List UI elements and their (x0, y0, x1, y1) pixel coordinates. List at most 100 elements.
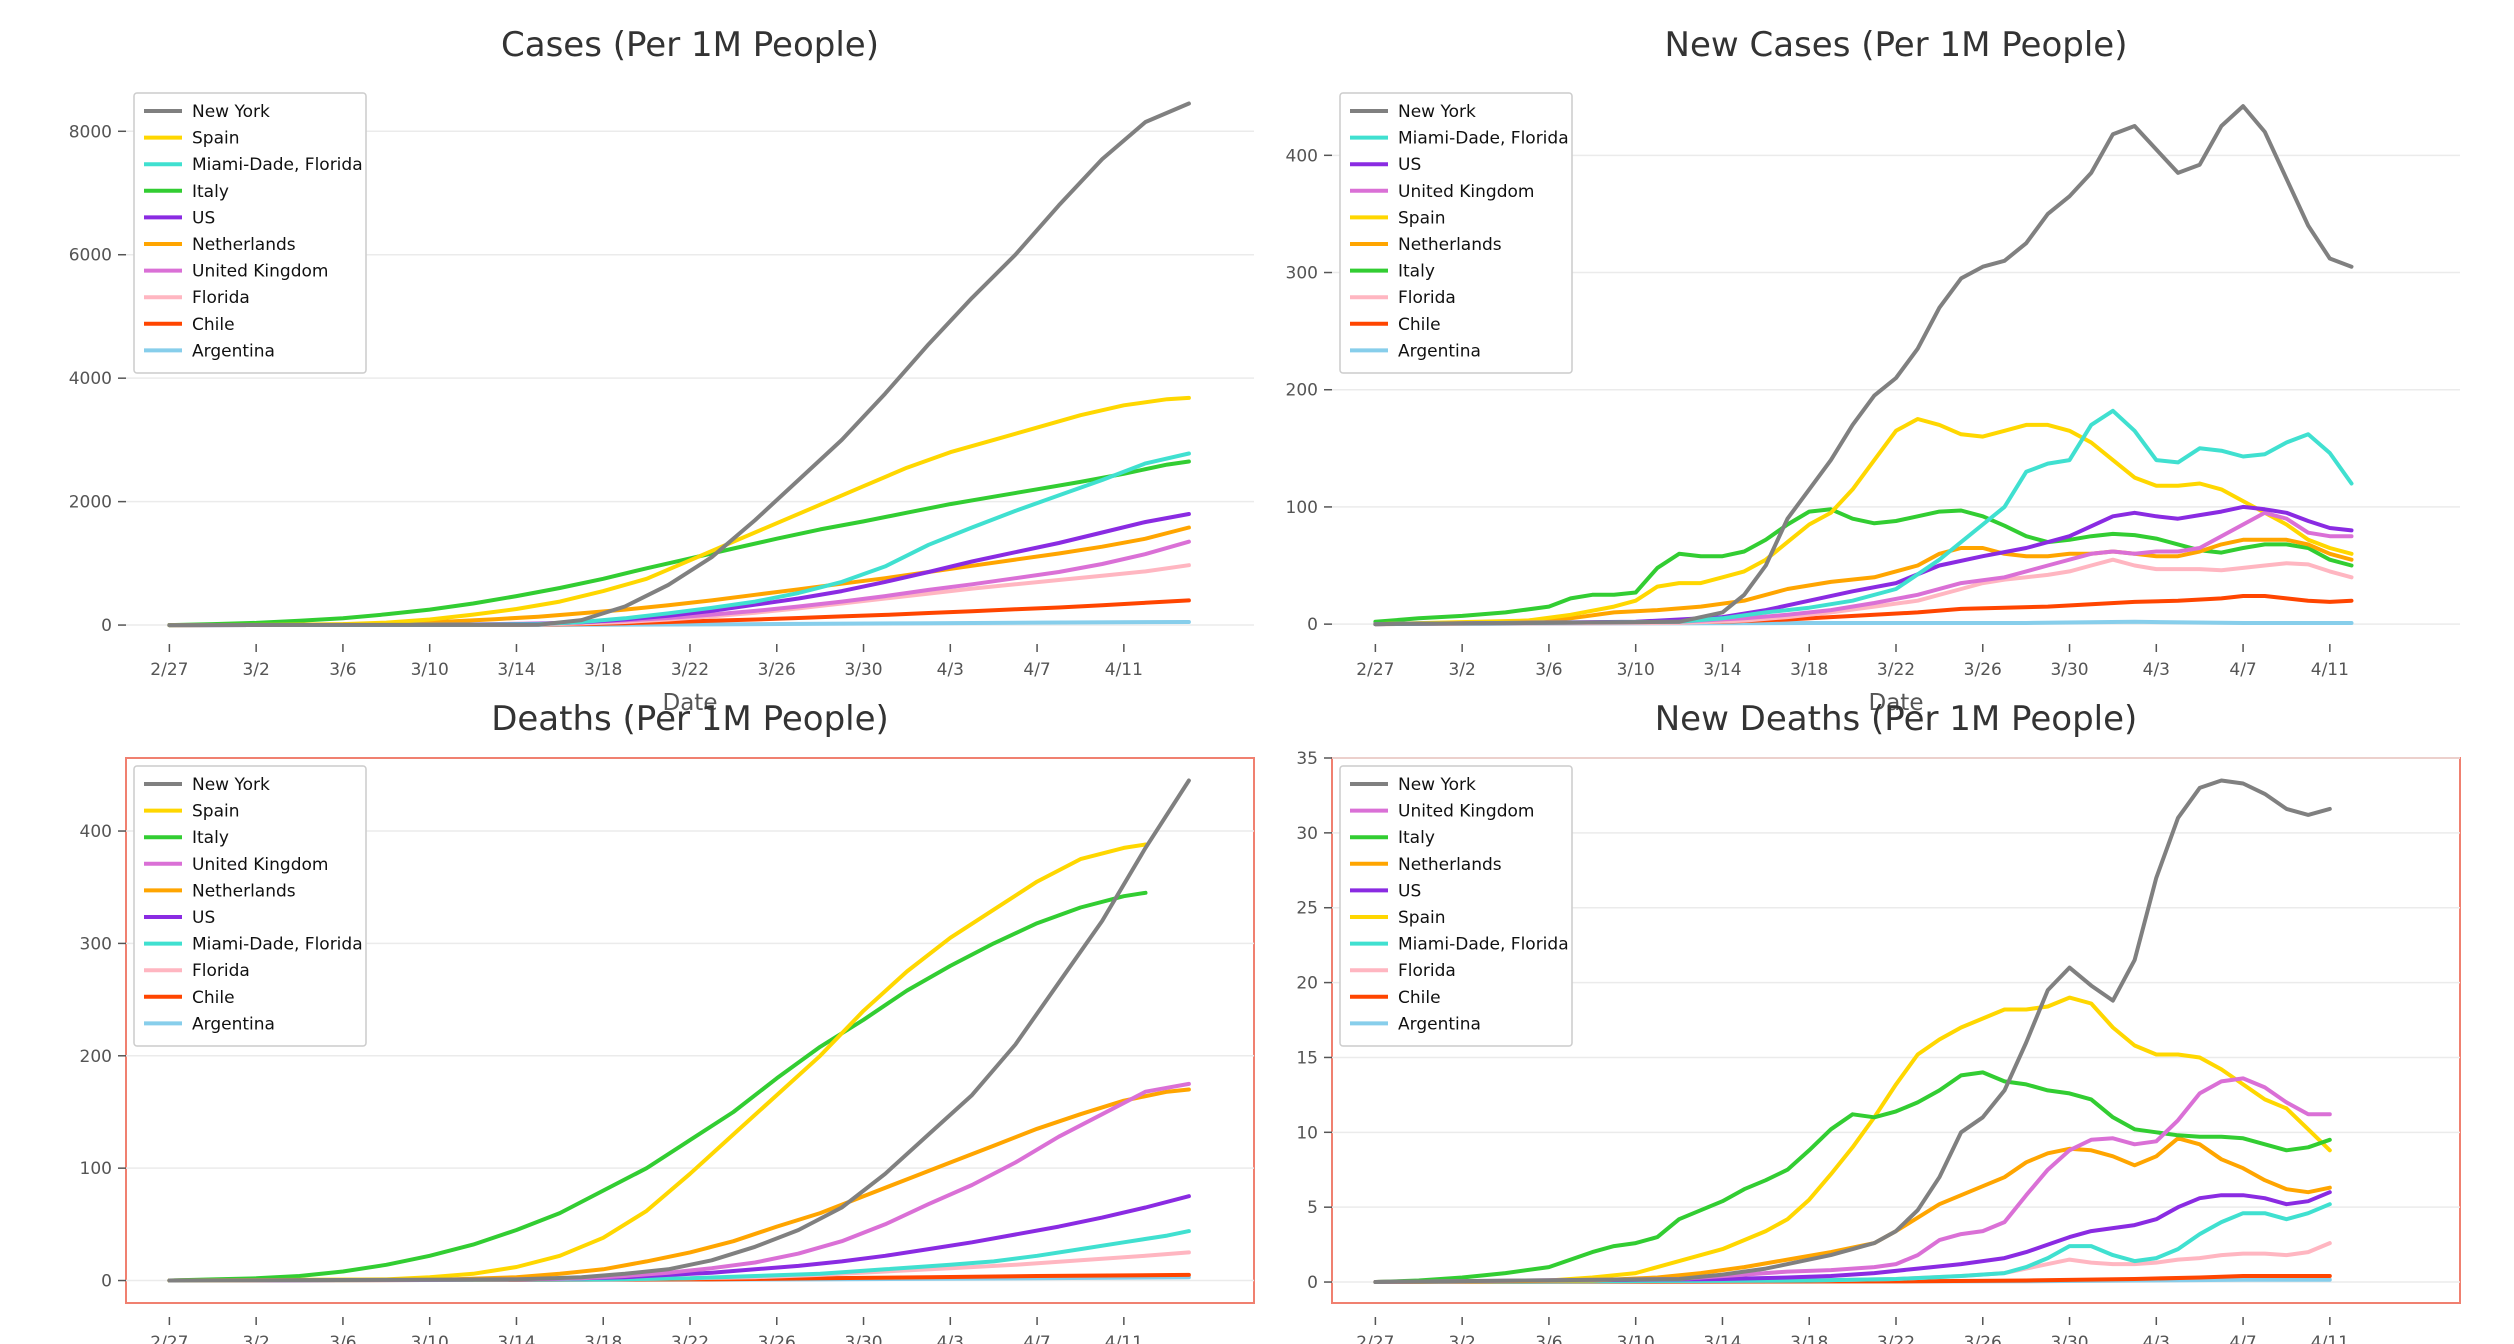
legend-label-spain: Spain (192, 129, 240, 149)
legend-label-new-york: New York (192, 102, 270, 122)
series-line-united-kingdom (1373, 510, 2354, 627)
y-tick-label: 10 (1296, 1123, 1318, 1143)
x-tick-label: 3/14 (1703, 1333, 1741, 1344)
y-tick-label: 30 (1296, 824, 1318, 844)
legend-label-spain: Spain (192, 802, 240, 822)
legend: New York Spain Italy United Kingdom Netherla… (133, 765, 367, 1047)
x-tick-label: 3/2 (242, 1333, 269, 1344)
legend-label-italy: Italy (1398, 262, 1435, 282)
x-axis-label: Date (663, 690, 718, 716)
legend: New York United Kingdom Italy Netherlands US… (1339, 765, 1573, 1047)
legend-box (133, 765, 367, 1047)
legend-label-new-york: New York (192, 775, 270, 795)
series-line-miami-dade-florida (1373, 1202, 2332, 1284)
x-tick-label: 3/26 (1964, 660, 2002, 680)
x-tick-label: 3/10 (411, 1333, 449, 1344)
legend-label-united-kingdom: United Kingdom (192, 855, 328, 875)
x-tick-label: 4/11 (2311, 660, 2349, 680)
legend: New York Miami-Dade, Florida US United King… (1339, 92, 1573, 374)
y-tick-label: 4000 (69, 369, 112, 389)
y-tick-label: 200 (1286, 381, 1318, 401)
y-tick-label: 0 (101, 1272, 112, 1292)
x-tick-label: 3/30 (2050, 1333, 2088, 1344)
legend-label-italy: Italy (192, 828, 229, 848)
legend-label-florida: Florida (192, 961, 250, 981)
y-tick-label: 200 (80, 1047, 112, 1067)
x-tick-label: 3/18 (584, 1333, 622, 1344)
x-tick-label: 3/6 (1535, 1333, 1562, 1344)
y-tick-label: 400 (80, 822, 112, 842)
x-tick-label: 4/7 (1023, 1333, 1050, 1344)
legend-box (1339, 765, 1573, 1047)
legend: New York Spain Miami-Dade, Florida Italy US N… (133, 92, 367, 374)
x-tick-label: 3/22 (1877, 1333, 1915, 1344)
chart-title: New Deaths (Per 1M People) (1655, 699, 2138, 739)
x-tick-label: 4/3 (2143, 1333, 2170, 1344)
chart-panel-1: New Cases (Per 1M People) 0 100 200 300 400 2/… (1286, 25, 2460, 716)
y-tick-label: 0 (101, 616, 112, 636)
x-axis-label: Date (1869, 690, 1924, 716)
x-tick-label: 2/27 (1356, 1333, 1394, 1344)
chart-panel-2: Deaths (Per 1M People) 0 100 200 300 400 2/27 3… (80, 699, 1255, 1344)
series-line-new-york (1373, 778, 2332, 1284)
y-tick-label: 100 (1286, 498, 1318, 518)
x-tick-label: 4/3 (937, 1333, 964, 1344)
y-tick-label: 2000 (69, 493, 112, 513)
x-tick-label: 4/11 (2311, 1333, 2349, 1344)
series-line-chile (1373, 1274, 2332, 1284)
x-tick-label: 3/2 (242, 660, 269, 680)
series-line-netherlands (167, 1087, 1191, 1283)
x-tick-label: 3/18 (1790, 660, 1828, 680)
series-line-italy (1373, 1070, 2332, 1284)
x-tick-label: 3/10 (411, 660, 449, 680)
x-tick-label: 4/11 (1105, 1333, 1143, 1344)
y-tick-label: 15 (1296, 1048, 1318, 1068)
y-tick-label: 0 (1307, 615, 1318, 635)
x-tick-label: 3/2 (1448, 1333, 1475, 1344)
series-line-new-york (1373, 104, 2354, 627)
series-lines (1373, 778, 2332, 1284)
series-line-us (1373, 1190, 2332, 1284)
x-tick-label: 2/27 (150, 1333, 188, 1344)
series-line-netherlands (1373, 1136, 2332, 1284)
legend-label-spain: Spain (1398, 208, 1446, 228)
series-line-united-kingdom (1373, 1076, 2332, 1284)
y-tick-label: 100 (80, 1159, 112, 1179)
x-tick-label: 3/30 (2050, 660, 2088, 680)
legend-label-new-york: New York (1398, 775, 1476, 795)
series-line-florida (1373, 557, 2354, 627)
series-lines (167, 101, 1191, 628)
series-line-netherlands (1373, 537, 2354, 627)
series-line-chile (1373, 594, 2354, 627)
legend-label-florida: Florida (1398, 288, 1456, 308)
x-tick-label: 3/6 (1535, 660, 1562, 680)
chart-panel-3: New Deaths (Per 1M People) 0 5 10 15 20 25 30 35… (1296, 699, 2461, 1344)
legend-label-spain: Spain (1398, 908, 1446, 928)
x-tick-label: 3/6 (329, 1333, 356, 1344)
legend-label-argentina: Argentina (192, 341, 275, 361)
y-tick-label: 25 (1296, 899, 1318, 919)
x-tick-label: 4/3 (2143, 660, 2170, 680)
x-tick-label: 3/14 (1703, 660, 1741, 680)
y-tick-label: 300 (80, 934, 112, 954)
chart-panel-0: Cases (Per 1M People) 0 2000 4000 6000 8000 2/… (69, 25, 1254, 716)
legend-label-united-kingdom: United Kingdom (1398, 802, 1534, 822)
x-tick-label: 3/26 (1964, 1333, 2002, 1344)
series-line-netherlands (167, 525, 1191, 628)
x-tick-label: 3/18 (584, 660, 622, 680)
legend-label-netherlands: Netherlands (1398, 855, 1502, 875)
legend-label-netherlands: Netherlands (192, 881, 296, 901)
x-tick-label: 4/3 (937, 660, 964, 680)
y-tick-label: 20 (1296, 974, 1318, 994)
x-tick-label: 3/22 (1877, 660, 1915, 680)
series-line-us (1373, 504, 2354, 627)
x-tick-label: 2/27 (1356, 660, 1394, 680)
series-line-italy (167, 459, 1191, 628)
legend-label-us: US (1398, 881, 1421, 901)
y-tick-label: 35 (1296, 749, 1318, 769)
legend-label-miami-dade-florida: Miami-Dade, Florida (1398, 935, 1569, 955)
series-line-spain (1373, 417, 2354, 627)
legend-label-italy: Italy (192, 182, 229, 202)
legend-label-netherlands: Netherlands (1398, 235, 1502, 255)
